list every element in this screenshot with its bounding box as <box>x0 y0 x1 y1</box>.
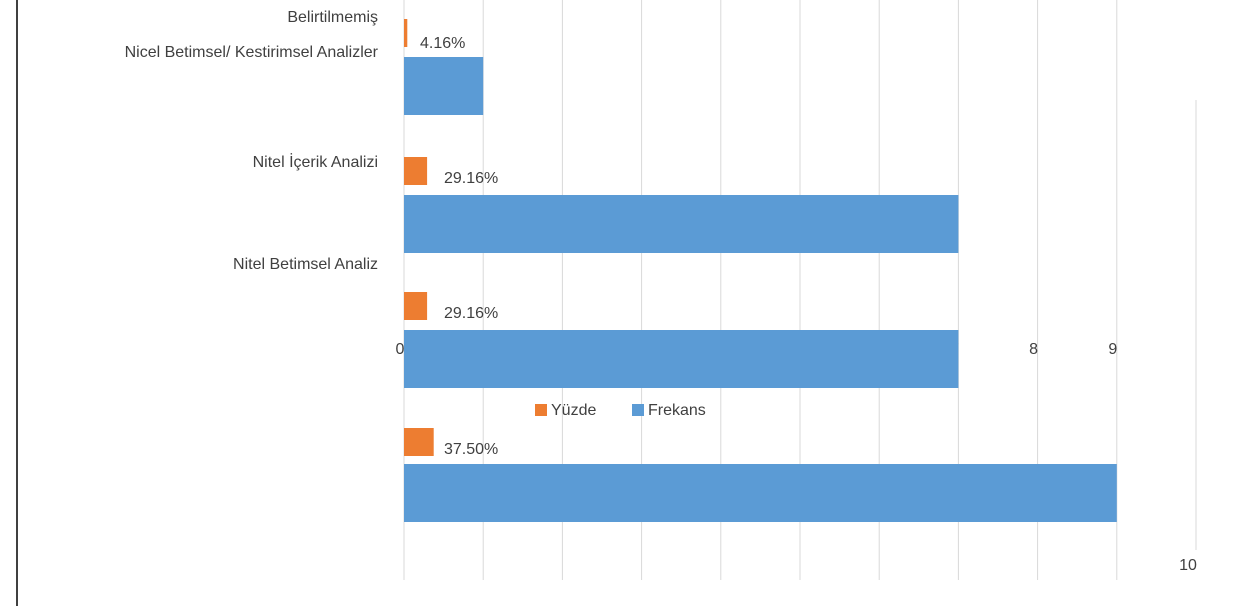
x-tick-label: 10 <box>1179 557 1197 574</box>
x-tick-label: 0 <box>396 341 405 358</box>
frekans-bar <box>404 195 959 253</box>
legend-label: Yüzde <box>551 402 596 419</box>
x-tick-label: 8 <box>1029 341 1038 358</box>
value-label: 37.50% <box>444 441 498 458</box>
yuzde-bar <box>404 292 428 320</box>
yuzde-bar <box>404 19 408 47</box>
x-tick-label: 9 <box>1108 341 1117 358</box>
value-label: 4.16% <box>420 35 465 52</box>
frekans-bar <box>404 330 959 388</box>
value-label: 29.16% <box>444 170 498 187</box>
legend-label: Frekans <box>648 402 706 419</box>
category-label: Nitel Betimsel Analiz <box>233 256 378 273</box>
yuzde-bar <box>404 157 428 185</box>
value-label: 29.16% <box>444 305 498 322</box>
category-label: Belirtilmemiş <box>287 9 378 26</box>
frekans-bar <box>404 57 484 115</box>
frekans-bar <box>404 464 1117 522</box>
legend-swatch <box>535 404 547 416</box>
category-label: Nitel İçerik Analizi <box>253 152 378 171</box>
legend-swatch <box>632 404 644 416</box>
category-label: Nicel Betimsel/ Kestirimsel Analizler <box>125 44 379 61</box>
yuzde-bar <box>404 428 434 456</box>
